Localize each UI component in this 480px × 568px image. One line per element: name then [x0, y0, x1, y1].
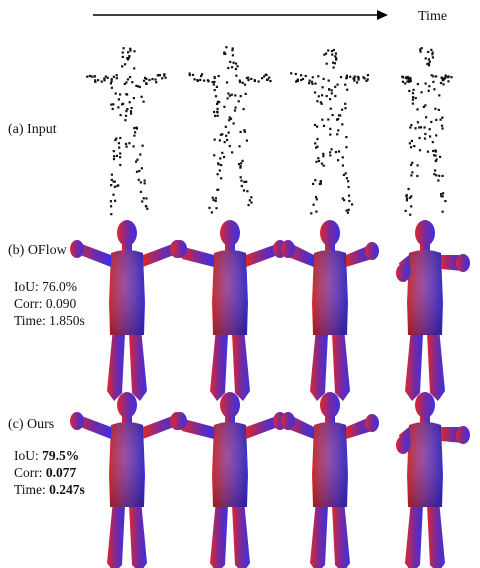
- mesh-figure: [281, 220, 379, 401]
- mesh-figure: [70, 220, 184, 401]
- mesh-figure: [281, 392, 379, 568]
- row-label-ours: (c) Ours: [8, 417, 55, 432]
- mesh-figure: [173, 220, 287, 401]
- row-label-input: (a) Input: [8, 122, 57, 137]
- input-point-clouds: [86, 46, 453, 216]
- metric-time: Time: 1.850s: [14, 313, 85, 328]
- mesh-figure: [396, 220, 470, 401]
- point-cloud: [86, 47, 167, 216]
- mesh-figure: [173, 392, 287, 568]
- mesh-figure: [70, 392, 184, 568]
- row-label-oflow: (b) OFlow: [8, 243, 67, 258]
- point-cloud: [401, 47, 453, 216]
- metric-iou: IoU: 76.0%: [14, 279, 77, 294]
- metrics-ours: IoU: 79.5% Corr: 0.077 Time: 0.247s: [14, 447, 85, 498]
- metric-corr: Corr: 0.077: [14, 465, 77, 480]
- mesh-figure: [396, 392, 470, 568]
- metric-iou: IoU: 79.5%: [14, 448, 80, 463]
- point-cloud: [290, 48, 369, 215]
- metric-time: Time: 0.247s: [14, 482, 85, 497]
- point-cloud: [188, 46, 272, 214]
- mesh-rows: [70, 220, 470, 568]
- metrics-oflow: IoU: 76.0% Corr: 0.090 Time: 1.850s: [14, 278, 85, 329]
- metric-corr: Corr: 0.090: [14, 296, 77, 311]
- time-label: Time: [418, 9, 448, 24]
